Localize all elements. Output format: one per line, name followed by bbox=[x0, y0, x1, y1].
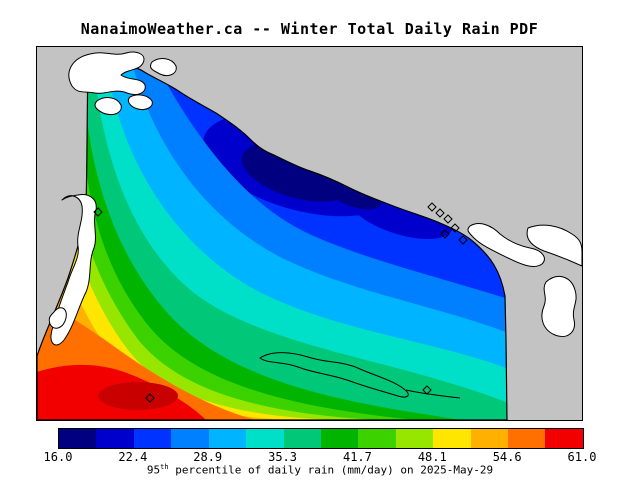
caption-superscript: th bbox=[160, 463, 169, 471]
color-scale-ticks: 16.0 22.4 28.9 35.3 41.7 48.1 54.6 61.0 bbox=[44, 450, 597, 464]
colorbar-tick-label: 28.9 bbox=[193, 450, 223, 464]
land-polygon bbox=[149, 58, 177, 77]
colorbar-tick-label: 35.3 bbox=[268, 450, 298, 464]
land-group bbox=[48, 51, 583, 346]
shoreline-outline bbox=[259, 352, 409, 398]
caption-rest: percentile of daily rain (mm/day) on 202… bbox=[168, 463, 494, 477]
land-polygon bbox=[127, 94, 153, 110]
station-diamond-icon bbox=[440, 229, 450, 239]
station-diamond-icon bbox=[443, 214, 453, 224]
colorbar-segment bbox=[171, 429, 209, 448]
station-diamond-icon bbox=[145, 393, 155, 403]
land-polygon bbox=[541, 275, 577, 337]
colorbar-tick-label: 54.6 bbox=[492, 450, 522, 464]
station-diamond-icon bbox=[422, 385, 432, 395]
colorbar-tick-label: 61.0 bbox=[567, 450, 597, 464]
colorbar-segment bbox=[470, 429, 509, 448]
rain-maximum-core bbox=[98, 382, 178, 410]
colorbar-tick-label: 41.7 bbox=[342, 450, 372, 464]
colorbar-segment bbox=[320, 429, 359, 448]
colorbar-tick-label: 48.1 bbox=[417, 450, 447, 464]
shoreline-outline-group bbox=[259, 352, 461, 399]
colorbar-segment bbox=[133, 429, 172, 448]
land-polygon bbox=[467, 223, 545, 267]
station-markers bbox=[93, 202, 468, 403]
colorbar-segment bbox=[433, 429, 471, 448]
color-scale-bar bbox=[58, 428, 584, 449]
station-diamond-icon bbox=[435, 208, 445, 218]
shoreline-outline bbox=[405, 389, 461, 399]
land-polygon bbox=[94, 97, 122, 116]
colorbar-segment bbox=[59, 429, 97, 448]
colorbar-segment bbox=[358, 429, 396, 448]
colorbar-segment bbox=[96, 429, 134, 448]
land-polygon bbox=[68, 51, 146, 96]
colorbar-segment bbox=[246, 429, 284, 448]
land-polygon bbox=[48, 307, 67, 329]
colorbar-segment bbox=[283, 429, 321, 448]
colorbar-segment bbox=[208, 429, 247, 448]
colorbar-tick-label: 16.0 bbox=[43, 450, 73, 464]
precipitation-map bbox=[36, 46, 583, 421]
map-frame bbox=[36, 46, 583, 421]
station-diamond-icon bbox=[450, 223, 460, 233]
colorbar-caption: 95th percentile of daily rain (mm/day) o… bbox=[0, 463, 640, 477]
colorbar-segment bbox=[545, 429, 583, 448]
page-title: NanaimoWeather.ca -- Winter Total Daily … bbox=[80, 20, 539, 38]
land-polygon bbox=[50, 194, 97, 346]
station-diamond-icon bbox=[458, 235, 468, 245]
caption-base: 95 bbox=[146, 463, 161, 477]
contour-band bbox=[37, 58, 507, 420]
station-diamond-icon bbox=[427, 202, 437, 212]
station-diamond-icon bbox=[93, 207, 103, 217]
colorbar-segment bbox=[395, 429, 434, 448]
colorbar-segment bbox=[508, 429, 546, 448]
colorbar-tick-label: 22.4 bbox=[118, 450, 148, 464]
